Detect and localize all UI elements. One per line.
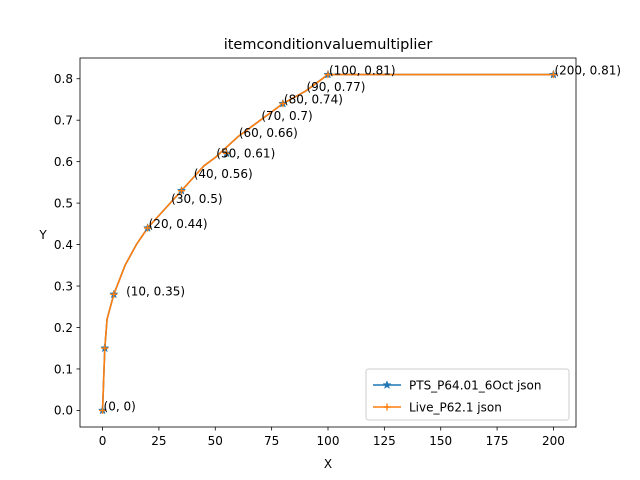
x-tick-label: 0 [99,434,107,448]
x-tick-label: 75 [264,434,279,448]
y-axis-label: Y [38,228,47,242]
point-annotation: (50, 0.61) [216,147,275,161]
point-annotation: (70, 0.7) [261,109,312,123]
y-tick-label: 0.8 [54,72,73,86]
y-tick-label: 0.3 [54,279,73,293]
plus-marker [324,71,332,79]
point-annotation: (20, 0.44) [149,217,208,231]
plus-marker [223,149,231,157]
series-line-live [101,73,554,411]
point-annotation: (30, 0.5) [171,192,222,206]
x-tick-label: 100 [317,434,340,448]
legend-plus-marker [383,403,391,411]
plus-marker [99,406,107,414]
point-annotation: (90, 0.77) [306,80,365,94]
legend-label: Live_P62.1 json [409,400,502,414]
y-tick-label: 0.2 [54,321,73,335]
x-axis-label: X [324,457,332,471]
legend-star-marker [382,380,392,389]
plot-area: 0 25 50 75 100 125 150 175 200 0.0 0.1 0.2 0.3 0.4 0.5… [54,57,621,448]
y-tick-label: 0.5 [54,196,73,210]
plus-marker [549,71,557,79]
x-tick-label: 50 [208,434,223,448]
y-tick-label: 0.4 [54,238,73,252]
plus-marker [101,344,109,352]
legend-box [365,368,570,421]
x-tick-label: 200 [542,434,565,448]
plus-marker [279,100,287,108]
point-annotation: (200, 0.81) [554,64,621,78]
plus-marker [110,290,118,298]
x-tick-label: 150 [429,434,452,448]
point-annotation: (10, 0.35) [126,284,185,298]
point-annotation: (0, 0) [104,399,136,413]
x-tick-label: 25 [151,434,166,448]
x-tick-label: 175 [486,434,509,448]
point-annotation: (100, 0.81) [329,64,396,78]
plus-marker [177,187,185,195]
chart-title: itemconditionvaluemultiplier [224,37,433,53]
plus-marker [144,224,152,232]
x-tick-label: 125 [373,434,396,448]
y-tick-label: 0.7 [54,113,73,127]
y-tick-label: 0.1 [54,362,73,376]
legend: PTS_P64.01_6Oct json Live_P62.1 json [365,368,570,421]
y-tick-label: 0.6 [54,155,73,169]
point-annotation: (80, 0.74) [284,93,343,107]
point-annotation: (40, 0.56) [194,167,253,181]
point-annotation: (60, 0.66) [239,126,298,140]
legend-label: PTS_P64.01_6Oct json [409,378,542,392]
y-tick-label: 0.0 [54,404,73,418]
